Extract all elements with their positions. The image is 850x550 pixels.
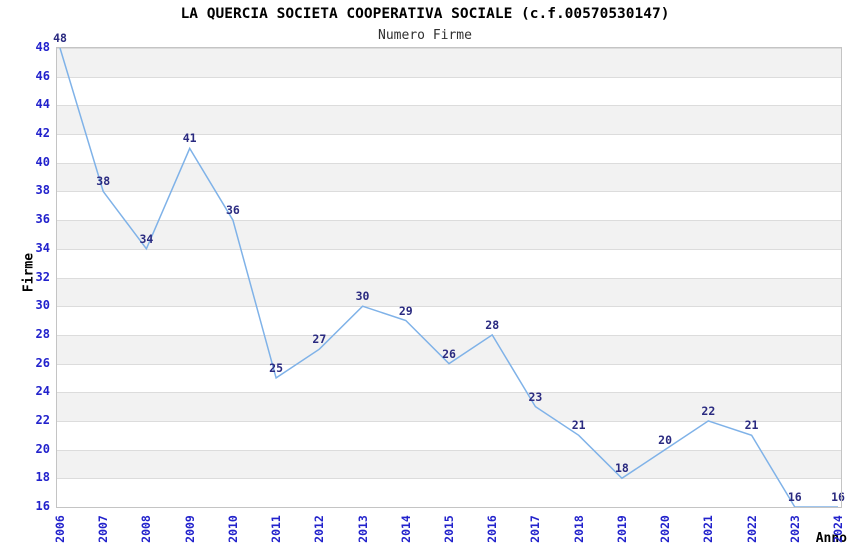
- gridline: [57, 134, 841, 136]
- x-tick-label: 2007: [96, 515, 111, 543]
- data-label: 23: [528, 389, 543, 404]
- gridline: [57, 191, 841, 193]
- x-tick-label: 2006: [53, 515, 67, 543]
- stripe-band: [57, 105, 841, 135]
- x-tick-label: 2020: [658, 515, 673, 543]
- x-tick-label: 2023: [787, 515, 802, 543]
- y-tick-label: 30: [35, 298, 50, 313]
- data-label: 34: [139, 231, 154, 246]
- x-tick-label: 2012: [312, 515, 327, 543]
- chart-title: LA QUERCIA SOCIETA COOPERATIVA SOCIALE (…: [180, 6, 670, 22]
- stripe-band: [57, 220, 841, 249]
- x-tick-label: 2014: [398, 515, 413, 543]
- data-label: 21: [571, 418, 586, 433]
- stripe-band: [57, 48, 841, 77]
- y-tick-label: 48: [35, 40, 50, 54]
- gridline: [57, 392, 841, 394]
- y-tick-label: 18: [35, 470, 50, 485]
- x-axis-title: Anno: [815, 531, 847, 546]
- y-tick-label: 46: [35, 68, 50, 83]
- series-line: [59, 48, 838, 507]
- data-label: 27: [312, 332, 327, 347]
- x-tick-label: 2015: [442, 515, 456, 543]
- gridline: [57, 48, 841, 49]
- y-tick-label: 26: [35, 355, 50, 370]
- data-label: 21: [744, 418, 759, 433]
- gridline: [57, 306, 841, 308]
- gridline: [57, 449, 841, 451]
- y-tick-label: 40: [35, 154, 50, 169]
- y-tick-label: 32: [35, 269, 50, 284]
- x-tick-label: 2021: [701, 515, 716, 543]
- data-label: 25: [269, 360, 284, 375]
- y-tick-label: 16: [35, 499, 50, 513]
- data-label: 30: [355, 289, 370, 304]
- gridline: [57, 76, 841, 78]
- x-tick-label: 2010: [225, 515, 240, 543]
- y-tick-label: 24: [35, 384, 50, 399]
- gridline: [57, 478, 841, 480]
- y-tick-label: 42: [35, 126, 50, 141]
- data-label: 41: [182, 131, 197, 146]
- x-tick-label: 2013: [355, 515, 370, 543]
- x-tick-label: 2016: [485, 515, 500, 543]
- gridline: [57, 248, 841, 250]
- series-polyline: [59, 48, 838, 507]
- gridline: [57, 162, 841, 164]
- data-label: 26: [442, 346, 456, 361]
- data-label: 48: [53, 31, 67, 45]
- stripe-band: [57, 392, 841, 421]
- gridline: [57, 220, 841, 222]
- x-tick-label: 2018: [571, 515, 586, 543]
- x-tick-label: 2011: [269, 515, 284, 543]
- data-label: 20: [658, 432, 673, 447]
- gridline: [57, 105, 841, 107]
- data-label: 36: [225, 203, 240, 218]
- x-tick-label: 2008: [139, 515, 154, 543]
- chart-subtitle: Numero Firme: [378, 28, 472, 43]
- y-tick-label: 28: [35, 326, 50, 341]
- gridline: [57, 420, 841, 422]
- stripe-band: [57, 449, 841, 479]
- data-label: 29: [398, 303, 413, 318]
- y-tick-label: 44: [35, 97, 50, 112]
- x-tick-label: 2019: [614, 515, 629, 543]
- stripe-band: [57, 277, 841, 307]
- data-label: 16: [787, 490, 802, 504]
- data-label: 22: [701, 403, 716, 418]
- stripe-band: [57, 162, 841, 192]
- plot-area: 48 38 34 41 36 25 27 30 29 26 28 23 21 18 20 22 21 16 16: [53, 32, 845, 508]
- y-tick-label: 36: [35, 212, 50, 227]
- x-tick-label: 2024: [831, 515, 845, 543]
- y-tick-label: 38: [35, 183, 50, 198]
- y-tick-label: 22: [35, 412, 50, 427]
- y-tick-label: 34: [35, 240, 50, 255]
- x-tick-label: 2017: [528, 515, 543, 543]
- gridline: [57, 507, 841, 508]
- x-tick-label: 2009: [182, 515, 197, 543]
- x-tick-label: 2022: [744, 515, 759, 543]
- y-tick-label: 20: [35, 441, 50, 456]
- stripe-band: [57, 334, 841, 364]
- data-label: 16: [831, 490, 845, 504]
- gridline: [57, 334, 841, 336]
- data-label: 18: [614, 461, 629, 476]
- data-label: 38: [96, 174, 111, 189]
- gridline: [57, 277, 841, 279]
- data-label: 28: [485, 317, 500, 332]
